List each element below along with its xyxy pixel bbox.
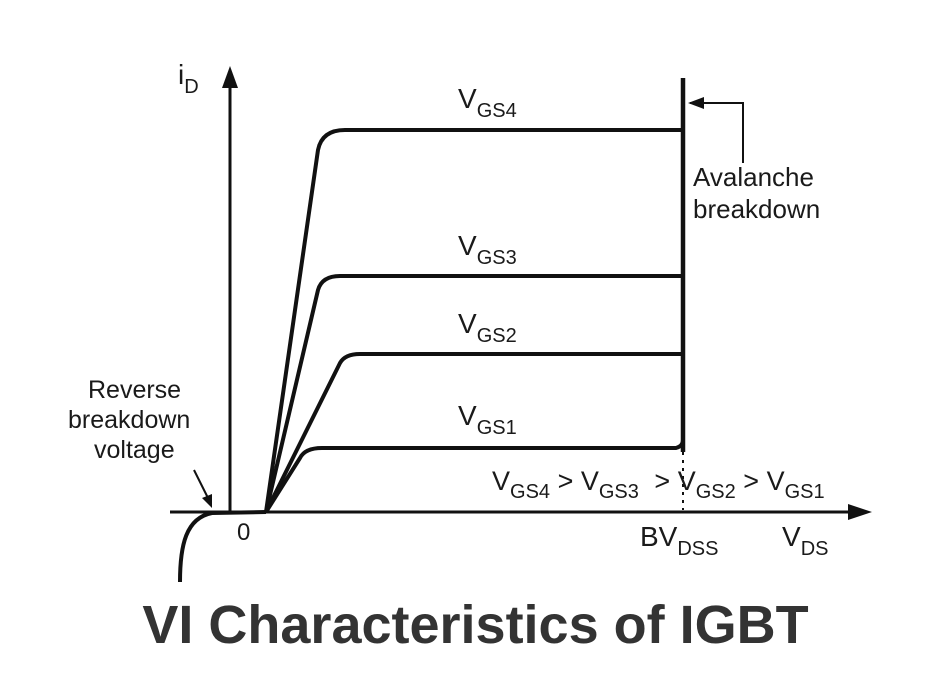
y-axis-label: iD <box>178 59 199 98</box>
x-axis-arrowhead <box>848 504 872 520</box>
diagram-canvas: iD VDS 0 BVDSS VGS4 VGS3 VGS2 VGS1 VGS4 … <box>68 59 872 583</box>
reverse-label-line3: voltage <box>94 436 175 464</box>
gate-voltage-inequality: VGS4 > VGS3 > VGS2 > VGS1 <box>492 466 825 504</box>
y-axis-arrowhead <box>222 66 238 88</box>
curve-label-vgs4: VGS4 <box>458 83 517 122</box>
x-axis-label: VDS <box>782 521 828 560</box>
curve-vgs4 <box>264 128 683 513</box>
curve-label-vgs1: VGS1 <box>458 400 517 439</box>
reverse-label-line1: Reverse <box>88 376 181 404</box>
reverse-breakdown-curve <box>178 510 267 583</box>
curve-vgs3 <box>264 274 683 513</box>
curve-vgs2 <box>264 352 683 513</box>
avalanche-label-line2: breakdown <box>693 194 820 224</box>
caption-title: VI Characteristics of IGBT <box>142 595 809 655</box>
avalanche-arrowhead <box>688 97 704 109</box>
reverse-breakdown-arrowhead <box>202 494 212 508</box>
avalanche-arrow <box>690 102 744 163</box>
avalanche-label-line1: Avalanche <box>693 162 814 192</box>
curve-label-vgs3: VGS3 <box>458 230 517 269</box>
origin-label: 0 <box>237 519 250 546</box>
reverse-label-line2: breakdown <box>68 406 190 434</box>
bvdss-label: BVDSS <box>640 521 718 560</box>
curve-label-vgs2: VGS2 <box>458 308 517 347</box>
